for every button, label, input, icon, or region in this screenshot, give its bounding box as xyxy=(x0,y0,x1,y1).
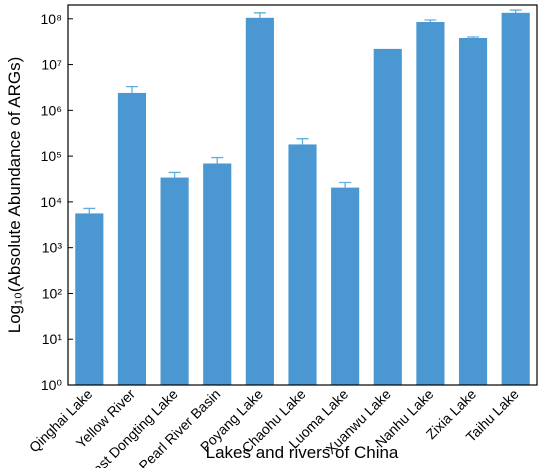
error-bar xyxy=(168,171,181,178)
bar xyxy=(458,38,488,386)
y-tick-label: 10⁴ xyxy=(40,194,62,210)
x-axis-label: Lakes and rivers of China xyxy=(206,443,399,462)
y-tick-label: 10¹ xyxy=(42,331,63,347)
error-bar xyxy=(296,138,309,145)
y-tick-label: 10⁶ xyxy=(41,102,62,118)
y-tick-label: 10³ xyxy=(42,240,63,256)
y-tick-label: 10⁷ xyxy=(41,57,62,73)
bar xyxy=(331,187,360,385)
bar xyxy=(203,163,232,385)
y-tick-label: 10⁰ xyxy=(41,377,63,393)
error-bar xyxy=(83,207,96,214)
bar xyxy=(416,22,445,385)
error-bar xyxy=(424,19,437,23)
error-bar xyxy=(211,156,224,164)
bar xyxy=(501,12,530,386)
y-tick-label: 10⁵ xyxy=(41,148,62,164)
y-tick-label: 10² xyxy=(42,285,63,301)
bar xyxy=(160,177,189,385)
plot-frame xyxy=(67,4,538,386)
bar xyxy=(117,92,147,386)
y-axis-label: Log₁₀(Absolute Abundance of ARGs) xyxy=(5,57,24,333)
error-bar xyxy=(467,36,480,39)
error-bar xyxy=(253,12,266,18)
y-tick-label: 10⁸ xyxy=(41,11,63,27)
error-bar xyxy=(509,9,522,13)
error-bar xyxy=(125,85,138,93)
bar xyxy=(373,48,402,385)
error-bar xyxy=(339,181,352,188)
bar xyxy=(245,17,274,385)
bar xyxy=(75,213,104,385)
bar xyxy=(288,144,317,385)
